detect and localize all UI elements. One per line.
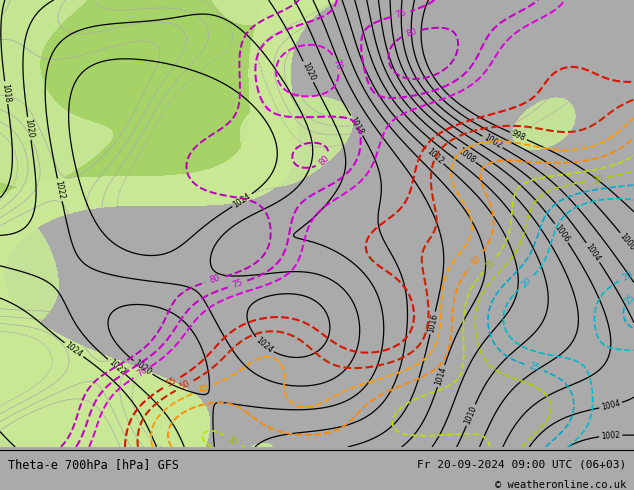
Text: 1020: 1020 (23, 119, 35, 139)
Text: 1018: 1018 (348, 115, 365, 136)
Text: 1012: 1012 (425, 147, 445, 166)
Text: 1022: 1022 (107, 357, 127, 376)
Text: 1022: 1022 (53, 179, 66, 200)
Text: 1024: 1024 (254, 336, 275, 355)
Text: 25: 25 (623, 292, 634, 306)
Text: 1002: 1002 (601, 430, 621, 441)
Text: 1020: 1020 (133, 358, 153, 377)
Text: 35: 35 (483, 258, 496, 271)
Text: 75: 75 (231, 278, 244, 290)
Text: 1016: 1016 (426, 313, 439, 333)
Text: 25: 25 (527, 362, 541, 373)
Text: 30: 30 (592, 174, 604, 185)
Text: 1004: 1004 (584, 242, 602, 263)
Text: 50: 50 (178, 379, 191, 392)
Text: © weatheronline.co.uk: © weatheronline.co.uk (495, 480, 626, 490)
Text: Theta-e 700hPa [hPa] GFS: Theta-e 700hPa [hPa] GFS (8, 458, 179, 470)
Text: 70: 70 (135, 366, 149, 379)
Text: 20: 20 (519, 275, 533, 290)
Text: 55: 55 (165, 376, 178, 389)
Text: 40: 40 (469, 253, 482, 267)
Text: 1000: 1000 (618, 231, 634, 252)
Text: 1014: 1014 (434, 366, 448, 387)
Text: Fr 20-09-2024 09:00 UTC (06+03): Fr 20-09-2024 09:00 UTC (06+03) (417, 459, 626, 469)
Text: 1006: 1006 (552, 222, 571, 244)
Text: 1002: 1002 (482, 133, 503, 150)
Text: 80: 80 (209, 273, 221, 285)
Text: 1008: 1008 (456, 146, 477, 165)
Text: 80: 80 (405, 26, 418, 39)
Text: 45: 45 (197, 382, 210, 395)
Text: 1024: 1024 (63, 341, 84, 359)
Text: 35: 35 (225, 434, 239, 447)
Text: 998: 998 (510, 129, 527, 143)
Text: 70: 70 (332, 58, 343, 71)
Text: 1024: 1024 (231, 191, 253, 209)
Text: 75: 75 (394, 8, 407, 20)
Text: 1004: 1004 (600, 399, 621, 412)
Text: 1018: 1018 (1, 83, 12, 103)
Text: 1010: 1010 (463, 404, 479, 426)
Text: 20: 20 (621, 270, 634, 282)
Text: 80: 80 (318, 153, 332, 168)
Text: 1020: 1020 (300, 61, 316, 82)
